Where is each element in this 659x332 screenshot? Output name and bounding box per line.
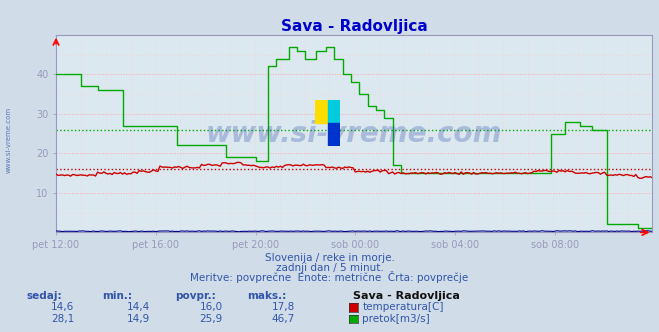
Text: temperatura[C]: temperatura[C]	[362, 302, 444, 312]
Text: Meritve: povprečne  Enote: metrične  Črta: povprečje: Meritve: povprečne Enote: metrične Črta:…	[190, 271, 469, 283]
Text: 16,0: 16,0	[199, 302, 223, 312]
Text: maks.:: maks.:	[247, 291, 287, 301]
Text: 28,1: 28,1	[51, 314, 74, 324]
Bar	[315, 100, 328, 123]
Text: zadnji dan / 5 minut.: zadnji dan / 5 minut.	[275, 263, 384, 273]
Text: 46,7: 46,7	[272, 314, 295, 324]
Bar	[328, 100, 340, 123]
Text: 14,9: 14,9	[127, 314, 150, 324]
Text: 14,6: 14,6	[51, 302, 74, 312]
Text: 25,9: 25,9	[199, 314, 223, 324]
Text: sedaj:: sedaj:	[26, 291, 62, 301]
Text: povpr.:: povpr.:	[175, 291, 215, 301]
Text: 17,8: 17,8	[272, 302, 295, 312]
Text: pretok[m3/s]: pretok[m3/s]	[362, 314, 430, 324]
Text: Sava - Radovljica: Sava - Radovljica	[353, 291, 459, 301]
Text: www.si-vreme.com: www.si-vreme.com	[206, 120, 502, 148]
Bar	[328, 123, 340, 146]
Text: 14,4: 14,4	[127, 302, 150, 312]
Text: min.:: min.:	[102, 291, 132, 301]
Title: Sava - Radovljica: Sava - Radovljica	[281, 19, 428, 34]
Text: www.si-vreme.com: www.si-vreme.com	[5, 106, 12, 173]
Text: Slovenija / reke in morje.: Slovenija / reke in morje.	[264, 253, 395, 263]
